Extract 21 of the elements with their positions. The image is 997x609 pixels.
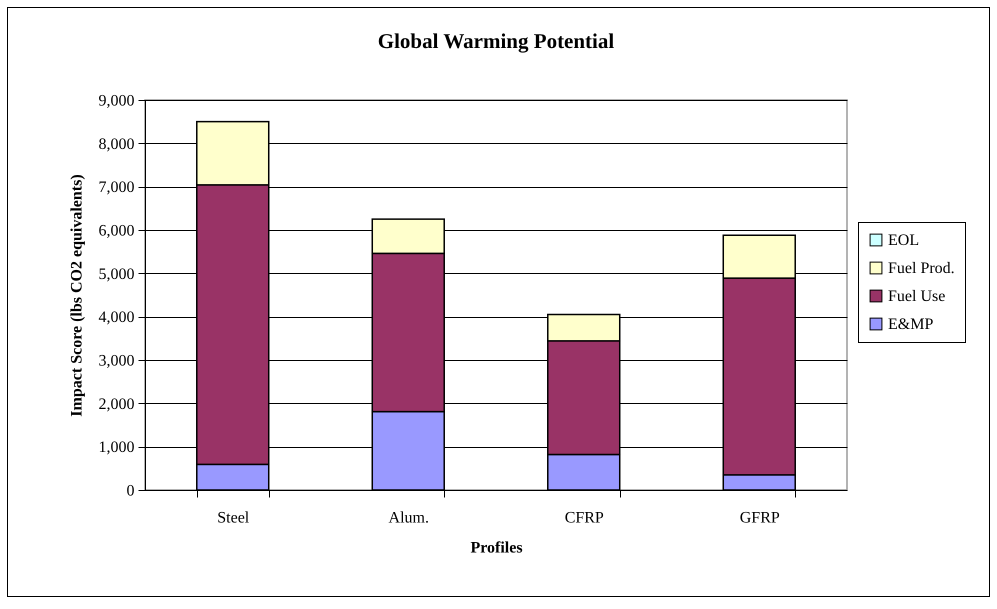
- y-tick-label: 4,000: [98, 309, 134, 326]
- legend-label: E&MP: [888, 316, 934, 333]
- x-tick-label: Steel: [217, 510, 250, 526]
- x-tick-label: CFRP: [564, 510, 604, 526]
- y-tick-label: 8,000: [98, 136, 134, 153]
- legend-label: Fuel Prod.: [888, 260, 955, 277]
- y-tick-label: 2,000: [98, 396, 134, 413]
- x-axis-title: Profiles: [470, 540, 523, 556]
- y-tick-label: 6,000: [98, 222, 134, 240]
- y-tick-label: 1,000: [98, 439, 134, 456]
- legend-label: Fuel Use: [888, 288, 946, 305]
- chart-title: Global Warming Potential: [378, 29, 614, 53]
- x-tick-label: Alum.: [388, 510, 429, 526]
- y-tick-label: 0: [126, 482, 134, 500]
- y-axis-title: Impact Score (lbs CO2 equivalents): [68, 174, 86, 417]
- y-tick-label: 9,000: [98, 92, 134, 110]
- y-tick-label: 7,000: [98, 179, 134, 196]
- y-tick-label: 3,000: [98, 352, 134, 370]
- y-tick-label: 5,000: [98, 266, 134, 283]
- legend-label: EOL: [888, 232, 920, 249]
- x-tick-label: GFRP: [740, 510, 780, 526]
